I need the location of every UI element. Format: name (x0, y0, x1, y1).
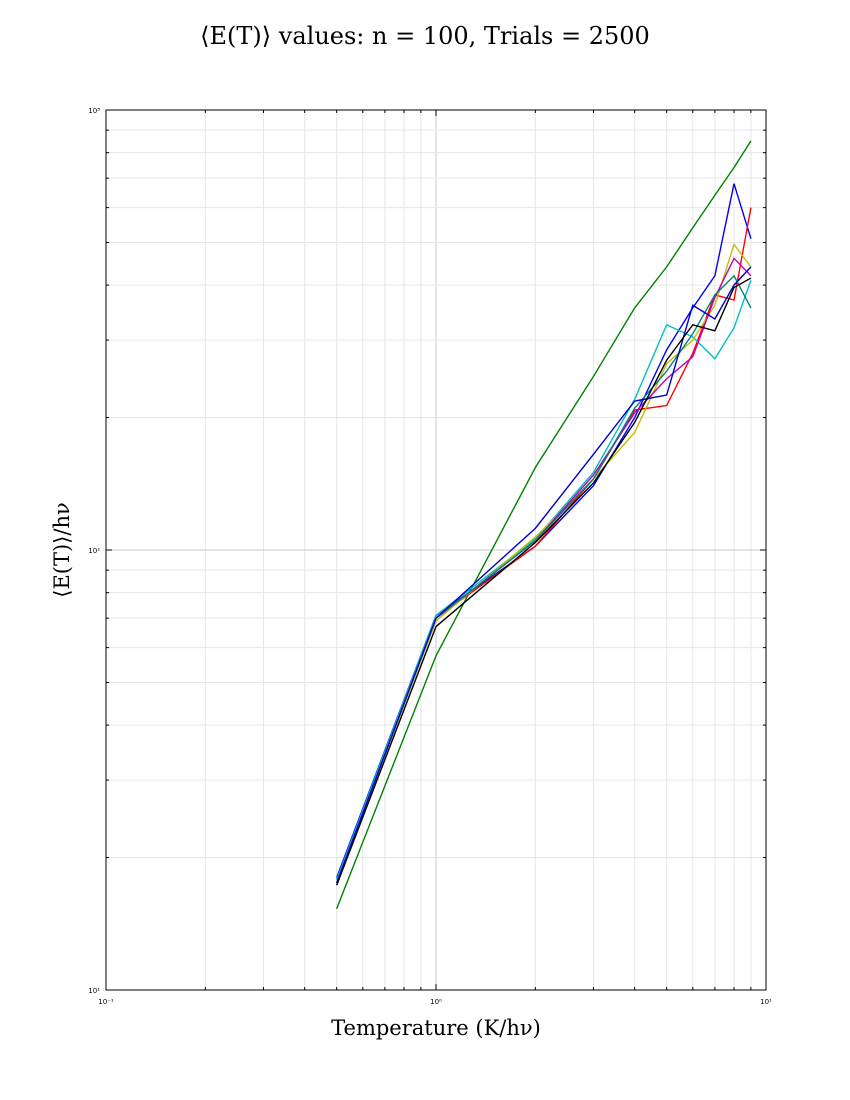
x-axis-label: Temperature (K/hν) (331, 1016, 541, 1040)
x-tick-label: 10¹ (760, 998, 772, 1006)
grid-lines (105, 110, 766, 991)
series-line-9 (336, 277, 752, 886)
series-line-6 (336, 257, 752, 884)
x-tick-label: 10⁰ (430, 998, 442, 1006)
series-line-3 (336, 207, 752, 884)
series-line-8 (336, 266, 752, 884)
series-lines (336, 140, 752, 909)
series-line-4 (336, 280, 752, 881)
y-tick-label: 10³ (88, 107, 100, 115)
series-line-1 (336, 140, 752, 909)
series-line-2 (336, 183, 752, 878)
chart-title: ⟨E(T)⟩ values: n = 100, Trials = 2500 (200, 22, 650, 50)
x-tick-label: 10⁻¹ (98, 998, 114, 1006)
series-line-7 (336, 274, 752, 884)
tick-marks (105, 110, 766, 991)
y-axis-label: ⟨E(T)⟩/hν (50, 502, 74, 598)
y-tick-label: 10¹ (88, 987, 100, 995)
tick-labels: 10⁻¹ 10⁰ 10¹ 10¹ 10² 10³ (88, 107, 772, 1006)
y-tick-label: 10² (88, 547, 100, 555)
